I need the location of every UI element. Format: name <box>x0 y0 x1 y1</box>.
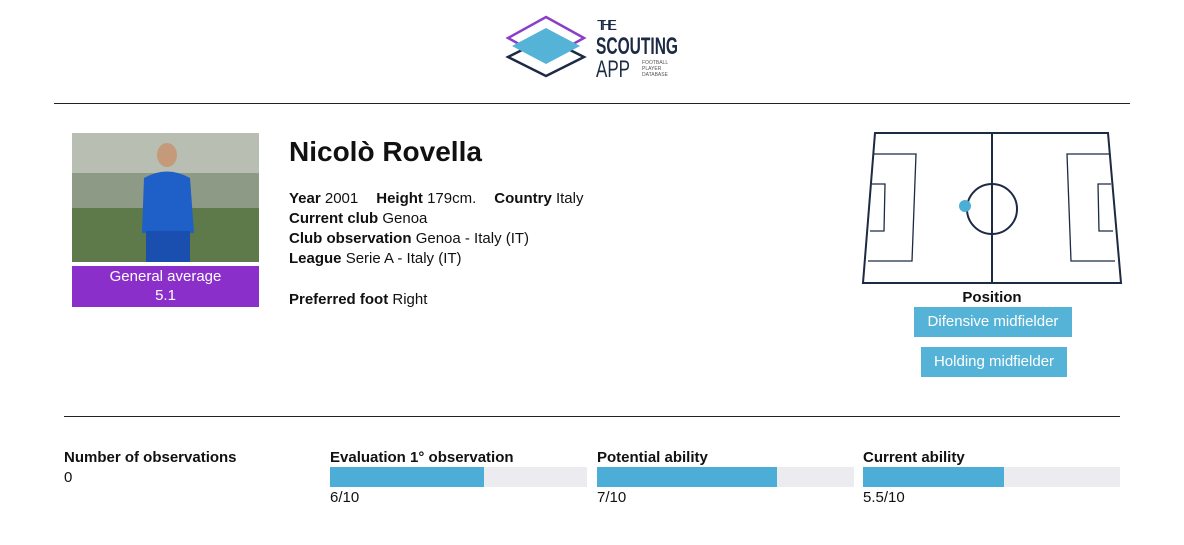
info-label: Height <box>376 190 423 207</box>
score-bar <box>863 467 1005 487</box>
info-pair: Country Italy <box>494 190 583 207</box>
general-average-label: General average <box>109 268 222 285</box>
score-track <box>330 467 587 487</box>
info-pair: League Serie A - Italy (IT) <box>289 250 462 267</box>
info-value: 179cm. <box>427 190 477 207</box>
info-label: Year <box>289 190 321 207</box>
player-name: Nicolò Rovella <box>289 136 482 167</box>
info-pair: Current club Genoa <box>289 210 427 227</box>
logo-text: APP <box>596 56 630 83</box>
divider <box>64 416 1120 417</box>
info-label: Club observation <box>289 230 412 247</box>
info-line: League Serie A - Italy (IT) <box>289 249 583 269</box>
info-label: Country <box>494 190 552 207</box>
general-average-value: 5.1 <box>155 287 176 304</box>
general-average: General average 5.1 <box>72 266 259 307</box>
observations-label: Number of observations <box>64 449 237 466</box>
player-info: Year 2001 Height 179cm. Country Italy Curre… <box>289 189 583 269</box>
info-value: Italy <box>555 190 584 207</box>
logo-tagline: DATABASE <box>642 72 669 78</box>
info-label: Current club <box>289 210 379 227</box>
info-value: Genoa - Italy (IT) <box>415 230 530 247</box>
info-line: Current club Genoa <box>289 209 583 229</box>
position-dot <box>959 200 971 212</box>
info-value: Right <box>392 291 428 308</box>
position-label: Position <box>962 289 1022 306</box>
score-bar <box>597 467 777 487</box>
info-line: Club observation Genoa - Italy (IT) <box>289 229 583 249</box>
info-pair: Year 2001 <box>289 190 358 207</box>
logo-tagline: PLAYER <box>642 66 662 72</box>
info-line: Year 2001 Height 179cm. Country Italy <box>289 189 583 209</box>
info-pair: Height 179cm. <box>376 190 476 207</box>
logo-text: THE <box>597 17 617 34</box>
position-role: Difensive midfielder <box>914 307 1072 337</box>
logo-text: SCOUTING <box>596 33 678 60</box>
info-value: Serie A - Italy (IT) <box>345 250 462 267</box>
info-value: Genoa <box>382 210 428 227</box>
evaluation-label: Current ability <box>863 449 965 466</box>
info-label: Preferred foot <box>289 291 389 308</box>
player-photo <box>72 133 259 262</box>
observations-value: 0 <box>64 469 73 486</box>
logo-tagline: FOOTBALL <box>642 60 668 66</box>
score-label: 5.5/10 <box>863 489 905 506</box>
pitch <box>861 132 1123 284</box>
position-role: Holding midfielder <box>921 347 1067 377</box>
score-track <box>597 467 854 487</box>
score-label: 7/10 <box>597 489 627 506</box>
logo: THE SCOUTING APP FOOTBALL PLAYER DATABAS… <box>505 15 678 83</box>
info-label: League <box>289 250 342 267</box>
info-line: Preferred foot Right <box>289 290 427 310</box>
info-pair: Club observation Genoa - Italy (IT) <box>289 230 529 247</box>
evaluation-label: Potential ability <box>597 449 708 466</box>
divider <box>54 103 1130 104</box>
info-value: 2001 <box>324 190 359 207</box>
score-label: 6/10 <box>330 489 360 506</box>
score-track <box>863 467 1120 487</box>
evaluation-label: Evaluation 1° observation <box>330 449 514 466</box>
score-bar <box>330 467 485 487</box>
